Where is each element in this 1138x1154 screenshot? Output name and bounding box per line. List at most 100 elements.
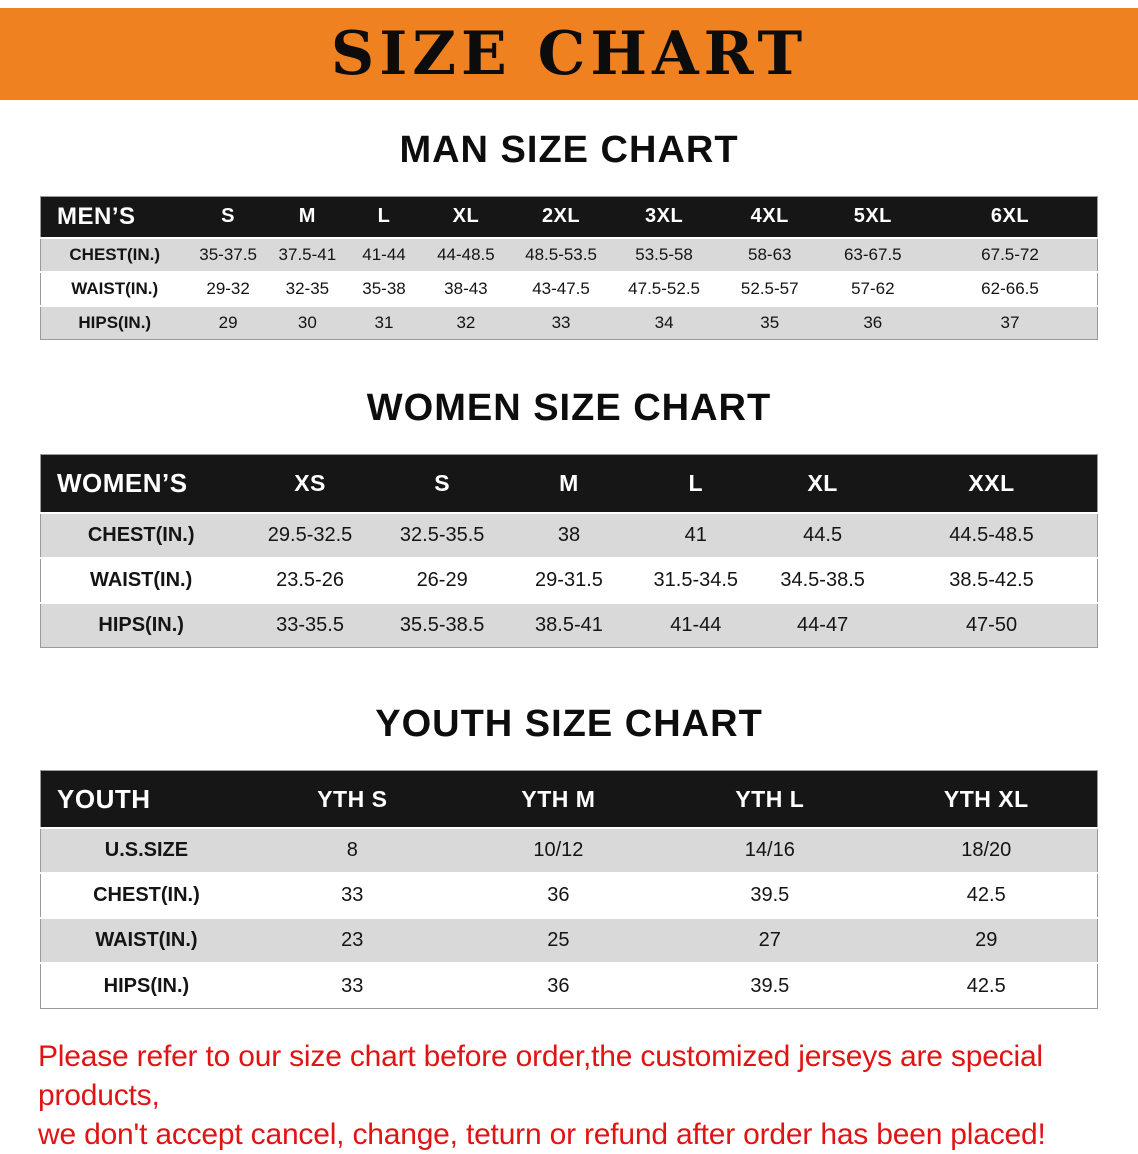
size-header-cell: M bbox=[505, 454, 633, 513]
youth-section-heading: YOUTH SIZE CHART bbox=[375, 703, 763, 746]
table-row: U.S.SIZE 8 10/12 14/16 18/20 bbox=[40, 828, 1098, 874]
value-cell: 42.5 bbox=[966, 974, 1006, 997]
youth-size-table: YOUTH YTH S YTH M YTH L YTH XL U.S.SIZE 8 10/12… bbox=[40, 769, 1098, 1009]
row-label-cell: CHEST(IN.) bbox=[93, 884, 200, 907]
value-cell: 39.5 bbox=[750, 884, 790, 907]
size-header-cell: 3XL bbox=[611, 196, 717, 238]
value-cell: 39.5 bbox=[750, 974, 790, 997]
value-cell: 44.5-48.5 bbox=[949, 523, 1034, 546]
value-cell: 63-67.5 bbox=[843, 244, 902, 264]
value-cell: 33-35.5 bbox=[276, 613, 344, 636]
value-cell: 57-62 bbox=[851, 278, 895, 298]
size-header-cell: S bbox=[378, 454, 506, 513]
value-cell: 41-44 bbox=[362, 244, 406, 264]
value-cell: 29-32 bbox=[206, 278, 250, 298]
table-header-row: MEN’S S M L XL 2XL 3XL 4XL 5XL 6XL bbox=[40, 196, 1098, 238]
size-header-cell: L bbox=[347, 196, 421, 238]
women-size-table: WOMEN’S XS S M L XL XXL CHEST(IN.) 29.5-32.5 32.5… bbox=[40, 454, 1098, 649]
table-row: CHEST(IN.) 29.5-32.5 32.5-35.5 38 41 44.5 44.5… bbox=[40, 512, 1098, 558]
size-header-cell: 6XL bbox=[923, 196, 1098, 238]
value-cell: 38 bbox=[557, 523, 581, 546]
value-cell: 23.5-26 bbox=[276, 568, 344, 591]
men-size-table: MEN’S S M L XL 2XL 3XL 4XL 5XL 6XL CHEST(IN.) 35-37… bbox=[40, 195, 1098, 341]
table-row: CHEST(IN.) 33 36 39.5 42.5 bbox=[40, 873, 1098, 919]
size-header-cell: XXL bbox=[886, 454, 1098, 513]
value-cell: 44-48.5 bbox=[437, 244, 495, 264]
size-chart-banner: SIZE CHART bbox=[0, 8, 1138, 100]
value-cell: 42.5 bbox=[966, 884, 1006, 907]
size-header-cell: YTH L bbox=[664, 770, 876, 829]
disclaimer-line-2: we don't accept cancel, change, teturn o… bbox=[38, 1117, 1046, 1151]
value-cell: 32 bbox=[456, 313, 476, 333]
table-title-cell: WOMEN’S bbox=[40, 454, 242, 513]
women-section-heading: WOMEN SIZE CHART bbox=[366, 387, 772, 430]
value-cell: 33 bbox=[341, 884, 364, 907]
row-label-cell: WAIST(IN.) bbox=[90, 568, 193, 591]
men-section-heading: MAN SIZE CHART bbox=[399, 129, 739, 171]
size-header-cell: L bbox=[632, 454, 760, 513]
size-header-cell: M bbox=[267, 196, 347, 238]
value-cell: 35-37.5 bbox=[199, 244, 257, 264]
size-header-cell: YTH XL bbox=[875, 770, 1098, 829]
value-cell: 38.5-41 bbox=[535, 613, 603, 636]
value-cell: 41-44 bbox=[670, 613, 722, 636]
value-cell: 36 bbox=[863, 313, 883, 333]
value-cell: 36 bbox=[547, 884, 570, 907]
size-header-cell: 4XL bbox=[716, 196, 823, 238]
value-cell: 37.5-41 bbox=[278, 244, 337, 264]
table-header-row: WOMEN’S XS S M L XL XXL bbox=[40, 454, 1098, 513]
table-row: HIPS(IN.) 33 36 39.5 42.5 bbox=[40, 963, 1098, 1009]
size-header-cell: 5XL bbox=[822, 196, 924, 238]
value-cell: 33 bbox=[341, 974, 364, 997]
value-cell: 34 bbox=[654, 313, 674, 333]
value-cell: 53.5-58 bbox=[635, 244, 693, 264]
table-header-row: YOUTH YTH S YTH M YTH L YTH XL bbox=[40, 770, 1098, 829]
value-cell: 8 bbox=[346, 839, 358, 862]
value-cell: 47.5-52.5 bbox=[628, 278, 700, 298]
value-cell: 18/20 bbox=[961, 839, 1012, 862]
value-cell: 35-38 bbox=[362, 278, 406, 298]
value-cell: 33 bbox=[551, 313, 571, 333]
size-header-cell: XS bbox=[241, 454, 379, 513]
row-label-cell: WAIST(IN.) bbox=[95, 929, 198, 952]
size-header-cell: YTH S bbox=[251, 770, 453, 829]
size-header-cell: XL bbox=[759, 454, 887, 513]
row-label-cell: HIPS(IN.) bbox=[98, 613, 184, 636]
disclaimer-line-1: Please refer to our size chart before or… bbox=[38, 1039, 1043, 1112]
value-cell: 29 bbox=[218, 313, 238, 333]
value-cell: 29-31.5 bbox=[535, 568, 603, 591]
value-cell: 30 bbox=[297, 313, 317, 333]
table-title-cell: YOUTH bbox=[40, 770, 252, 829]
row-label-cell: CHEST(IN.) bbox=[69, 244, 161, 264]
value-cell: 25 bbox=[547, 929, 570, 952]
value-cell: 26-29 bbox=[416, 568, 468, 591]
value-cell: 48.5-53.5 bbox=[525, 244, 597, 264]
value-cell: 38.5-42.5 bbox=[949, 568, 1034, 591]
value-cell: 37 bbox=[1000, 313, 1020, 333]
value-cell: 14/16 bbox=[744, 839, 795, 862]
size-header-cell: XL bbox=[420, 196, 511, 238]
value-cell: 31 bbox=[374, 313, 394, 333]
value-cell: 36 bbox=[547, 974, 570, 997]
table-row: HIPS(IN.) 33-35.5 35.5-38.5 38.5-41 41-44 44-… bbox=[40, 602, 1098, 648]
value-cell: 34.5-38.5 bbox=[780, 568, 865, 591]
value-cell: 44.5 bbox=[803, 523, 843, 546]
row-label-cell: CHEST(IN.) bbox=[87, 523, 195, 546]
table-title-cell: MEN’S bbox=[40, 196, 189, 238]
value-cell: 62-66.5 bbox=[981, 278, 1039, 298]
value-cell: 32-35 bbox=[285, 278, 330, 298]
row-label-cell: HIPS(IN.) bbox=[78, 313, 152, 333]
table-row: WAIST(IN.) 23.5-26 26-29 29-31.5 31.5-34.5 34… bbox=[40, 557, 1098, 603]
value-cell: 67.5-72 bbox=[981, 244, 1039, 264]
row-label-cell: HIPS(IN.) bbox=[103, 974, 190, 997]
value-cell: 29 bbox=[975, 929, 998, 952]
banner-title: SIZE CHART bbox=[330, 19, 808, 89]
value-cell: 10/12 bbox=[533, 839, 584, 862]
value-cell: 35 bbox=[760, 313, 780, 333]
value-cell: 47-50 bbox=[965, 613, 1018, 636]
table-row: CHEST(IN.) 35-37.5 37.5-41 41-44 44-48.5 48.5… bbox=[40, 237, 1098, 272]
table-row: HIPS(IN.) 29 30 31 32 33 34 35 36 37 bbox=[40, 305, 1098, 340]
disclaimer-note: Please refer to our size chart before or… bbox=[38, 1037, 1108, 1154]
value-cell: 23 bbox=[341, 929, 364, 952]
row-label-cell: WAIST(IN.) bbox=[71, 278, 159, 298]
